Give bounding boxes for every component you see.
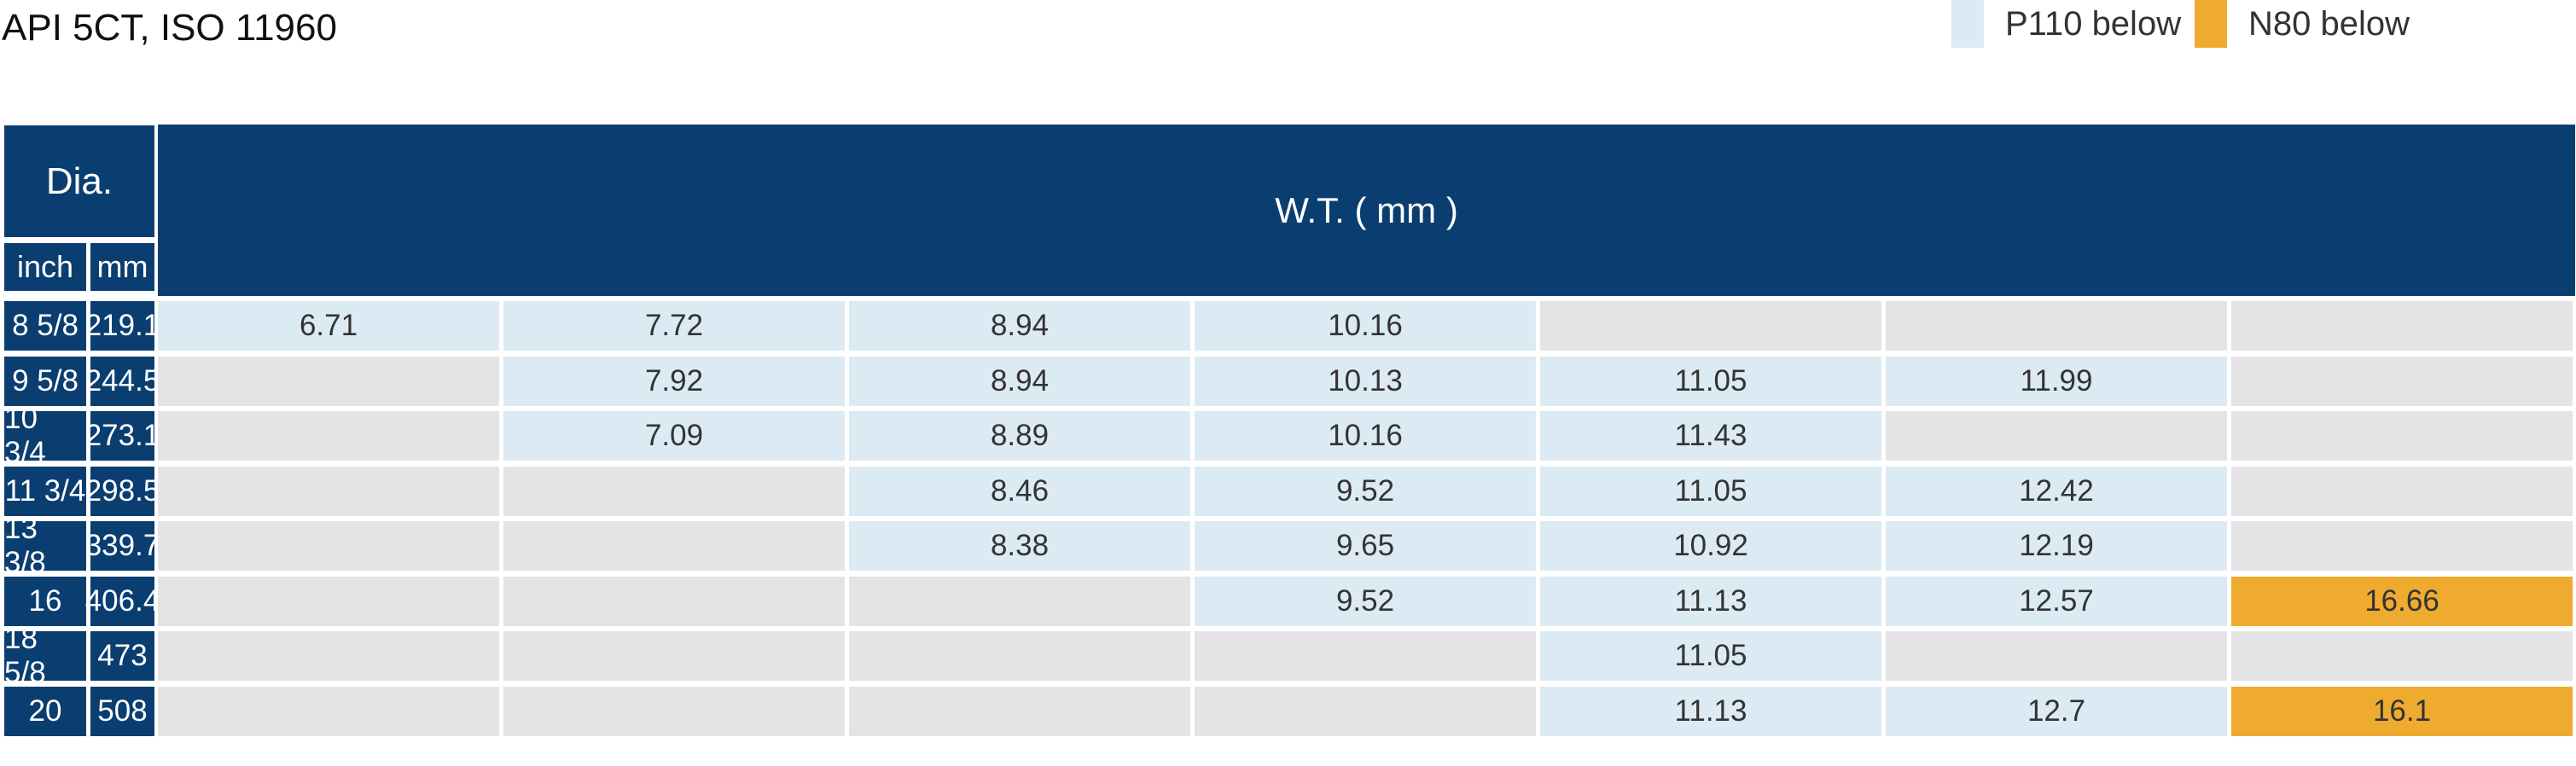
wall-thickness-cell: 9.52 <box>1195 466 1536 516</box>
wall-thickness-cell <box>1886 411 2227 461</box>
table-row: 13 3/8 339.7 8.38 9.65 10.92 12.19 <box>4 512 2573 579</box>
wall-thickness-cell: 11.43 <box>1540 411 1881 461</box>
inch-cell: 16 <box>4 576 86 626</box>
legend-n80: N80 below <box>2195 0 2410 48</box>
wall-thickness-cell: 11.05 <box>1540 466 1881 516</box>
wall-thickness-cell <box>158 631 499 681</box>
inch-cell: 18 5/8 <box>4 622 86 689</box>
wall-thickness-cell <box>503 686 845 736</box>
wall-thickness-cell: 8.94 <box>849 356 1190 406</box>
mm-cell: 508 <box>90 686 154 736</box>
mm-cell: 339.7 <box>85 521 160 571</box>
inch-cell: 10 3/4 <box>4 402 86 469</box>
wall-thickness-cell <box>2231 411 2573 461</box>
wall-thickness-cell <box>2231 356 2573 406</box>
wall-thickness-cell: 11.05 <box>1540 631 1881 681</box>
wall-thickness-cell <box>158 356 499 406</box>
wall-thickness-cell: 10.16 <box>1195 411 1536 461</box>
wall-thickness-cell: 16.1 <box>2231 686 2573 736</box>
wall-thickness-cell: 7.92 <box>503 356 845 406</box>
wall-thickness-cell <box>1886 301 2227 351</box>
wall-thickness-cell: 11.05 <box>1540 356 1881 406</box>
mm-cell: 219.1 <box>85 301 160 351</box>
wall-thickness-cell <box>2231 466 2573 516</box>
wall-thickness-cell <box>503 466 845 516</box>
mm-cell: 406.4 <box>85 576 160 626</box>
wall-thickness-cell <box>2231 631 2573 681</box>
wall-thickness-cell <box>503 631 845 681</box>
wall-thickness-cell <box>158 466 499 516</box>
wall-thickness-cell <box>849 686 1190 736</box>
wall-thickness-cell: 8.94 <box>849 301 1190 351</box>
wall-thickness-cell: 12.57 <box>1886 576 2227 626</box>
mm-cell: 273.1 <box>85 411 160 461</box>
dia-header: Dia. <box>4 125 154 237</box>
inch-cell: 13 3/8 <box>4 512 86 579</box>
wall-thickness-header: W.T. ( mm ) <box>158 125 2575 296</box>
inch-cell: 11 3/4 <box>4 466 86 516</box>
table-row: 9 5/8 244.5 7.92 8.94 10.13 11.05 11.99 <box>4 356 2573 406</box>
wall-thickness-cell <box>158 576 499 626</box>
table-row: 16 406.4 9.52 11.13 12.57 16.66 <box>4 576 2573 626</box>
wall-thickness-cell <box>158 411 499 461</box>
wall-thickness-cell: 10.92 <box>1540 521 1881 571</box>
legend-swatch-n80 <box>2195 0 2227 48</box>
wall-thickness-cell <box>503 576 845 626</box>
mm-cell: 298.5 <box>85 466 160 516</box>
wall-thickness-cell: 8.46 <box>849 466 1190 516</box>
wall-thickness-cell <box>1886 631 2227 681</box>
wall-thickness-cell: 16.66 <box>2231 576 2573 626</box>
wall-thickness-cell: 12.7 <box>1886 686 2227 736</box>
wall-thickness-cell: 12.19 <box>1886 521 2227 571</box>
mm-header: mm <box>90 243 154 291</box>
inch-cell: 9 5/8 <box>4 356 86 406</box>
table-row: 10 3/4 273.1 7.09 8.89 10.16 11.43 <box>4 402 2573 469</box>
wall-thickness-cell <box>158 686 499 736</box>
wall-thickness-cell: 11.13 <box>1540 686 1881 736</box>
inch-cell: 20 <box>4 686 86 736</box>
legend-label-n80: N80 below <box>2248 4 2410 43</box>
wall-thickness-cell: 11.99 <box>1886 356 2227 406</box>
inch-header: inch <box>4 243 86 291</box>
wall-thickness-cell <box>1540 301 1881 351</box>
mm-cell: 473 <box>90 631 154 681</box>
wall-thickness-cell <box>849 631 1190 681</box>
table-row: 11 3/4 298.5 8.46 9.52 11.05 12.42 <box>4 466 2573 516</box>
wall-thickness-cell <box>503 521 845 571</box>
wall-thickness-cell: 7.09 <box>503 411 845 461</box>
wall-thickness-cell: 8.89 <box>849 411 1190 461</box>
wall-thickness-cell: 9.52 <box>1195 576 1536 626</box>
wall-thickness-cell <box>1195 631 1536 681</box>
wall-thickness-cell <box>1195 686 1536 736</box>
wall-thickness-cell: 9.65 <box>1195 521 1536 571</box>
wall-thickness-cell: 6.71 <box>158 301 499 351</box>
wall-thickness-cell <box>849 576 1190 626</box>
wall-thickness-cell <box>158 521 499 571</box>
wall-thickness-cell: 8.38 <box>849 521 1190 571</box>
wall-thickness-cell <box>2231 521 2573 571</box>
page-title: API 5CT, ISO 11960 <box>2 7 337 49</box>
wall-thickness-cell: 12.42 <box>1886 466 2227 516</box>
legend-swatch-p110 <box>1951 0 1984 48</box>
legend-label-p110: P110 below <box>2005 4 2182 43</box>
wall-thickness-cell: 7.72 <box>503 301 845 351</box>
mm-cell: 244.5 <box>85 356 160 406</box>
wall-thickness-cell <box>2231 301 2573 351</box>
wall-thickness-cell: 10.13 <box>1195 356 1536 406</box>
wall-thickness-cell: 11.13 <box>1540 576 1881 626</box>
legend-p110: P110 below <box>1951 0 2181 48</box>
table-row: 20 508 11.13 12.7 16.1 <box>4 686 2573 736</box>
inch-cell: 8 5/8 <box>4 301 86 351</box>
table-row: 8 5/8 219.1 6.71 7.72 8.94 10.16 <box>4 301 2573 351</box>
wall-thickness-cell: 10.16 <box>1195 301 1536 351</box>
table-row: 18 5/8 473 11.05 <box>4 622 2573 689</box>
